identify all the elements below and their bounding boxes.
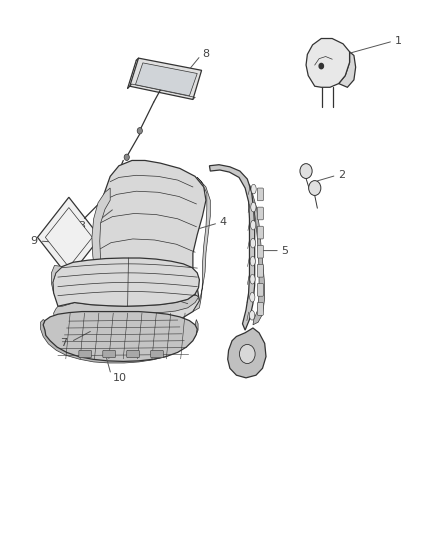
FancyBboxPatch shape bbox=[257, 284, 263, 296]
FancyBboxPatch shape bbox=[257, 303, 263, 316]
FancyBboxPatch shape bbox=[127, 350, 139, 358]
Ellipse shape bbox=[251, 220, 256, 230]
Polygon shape bbox=[41, 319, 198, 363]
Polygon shape bbox=[193, 177, 210, 312]
FancyBboxPatch shape bbox=[103, 350, 116, 358]
Polygon shape bbox=[95, 160, 206, 323]
Circle shape bbox=[309, 181, 321, 196]
Polygon shape bbox=[43, 312, 197, 361]
Text: 5: 5 bbox=[282, 246, 289, 256]
Ellipse shape bbox=[250, 274, 255, 284]
Text: 10: 10 bbox=[113, 373, 127, 383]
FancyBboxPatch shape bbox=[151, 350, 163, 358]
Circle shape bbox=[240, 344, 255, 364]
Polygon shape bbox=[51, 265, 62, 293]
Polygon shape bbox=[306, 38, 350, 87]
Ellipse shape bbox=[251, 238, 255, 248]
Polygon shape bbox=[250, 184, 265, 325]
FancyBboxPatch shape bbox=[257, 207, 263, 220]
FancyBboxPatch shape bbox=[257, 188, 263, 201]
Circle shape bbox=[300, 164, 312, 179]
Text: 7: 7 bbox=[60, 338, 67, 349]
Polygon shape bbox=[135, 63, 197, 96]
Ellipse shape bbox=[251, 203, 256, 212]
FancyBboxPatch shape bbox=[79, 350, 92, 358]
Polygon shape bbox=[228, 328, 266, 378]
FancyBboxPatch shape bbox=[257, 226, 263, 239]
Text: 9: 9 bbox=[30, 236, 37, 246]
Polygon shape bbox=[209, 165, 254, 330]
Text: 2: 2 bbox=[338, 170, 346, 180]
Ellipse shape bbox=[250, 256, 255, 266]
Text: 4: 4 bbox=[220, 217, 227, 228]
Ellipse shape bbox=[251, 184, 256, 194]
Ellipse shape bbox=[250, 293, 255, 302]
FancyBboxPatch shape bbox=[257, 245, 263, 258]
Text: 6: 6 bbox=[54, 276, 61, 286]
Polygon shape bbox=[339, 52, 356, 87]
Polygon shape bbox=[53, 294, 198, 325]
Polygon shape bbox=[130, 58, 201, 100]
Text: 3: 3 bbox=[78, 221, 85, 231]
Circle shape bbox=[137, 127, 142, 134]
FancyBboxPatch shape bbox=[257, 264, 263, 277]
Polygon shape bbox=[53, 258, 199, 306]
Text: 8: 8 bbox=[202, 50, 210, 59]
Polygon shape bbox=[46, 207, 92, 267]
Ellipse shape bbox=[250, 311, 254, 320]
Polygon shape bbox=[92, 188, 110, 275]
Polygon shape bbox=[38, 197, 100, 277]
Circle shape bbox=[319, 63, 323, 69]
Text: 1: 1 bbox=[395, 36, 402, 46]
Circle shape bbox=[124, 154, 129, 160]
